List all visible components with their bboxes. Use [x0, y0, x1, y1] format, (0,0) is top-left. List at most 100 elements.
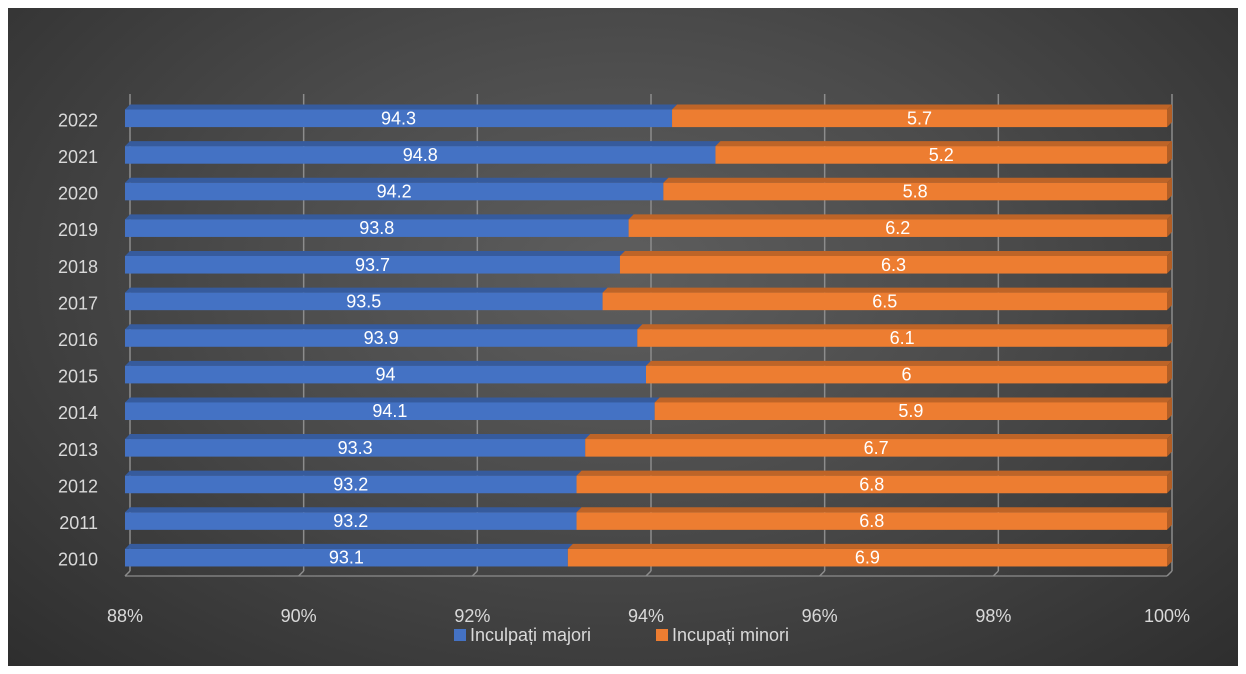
- bar-end-face: [1167, 360, 1172, 384]
- bar-end-face: [1167, 250, 1172, 274]
- bar-end-face: [1167, 434, 1172, 457]
- gridline-floor: [645, 570, 652, 577]
- legend-item: Incupați minori: [656, 625, 789, 645]
- data-labels: 93.1 6.9 93.2 6.8 93.2 6.8 93.3 6.7 94.1 5.9 94 6 93…: [329, 108, 954, 567]
- bar-segment-minori: [654, 402, 1167, 421]
- bar-segment-majori-top: [125, 360, 651, 366]
- legend: Inculpați majori Incupați minori: [454, 625, 789, 645]
- data-label-minori: 6.8: [859, 511, 884, 531]
- bar-segment-minori-top: [567, 543, 1172, 549]
- data-label-majori: 93.1: [329, 548, 364, 568]
- legend-item: Inculpați majori: [454, 625, 591, 645]
- chart-area: 93.1 6.9 93.2 6.8 93.2 6.8 93.3 6.7 94.1 5.9 94 6 93…: [8, 8, 1238, 666]
- bar-end-face: [1167, 177, 1172, 201]
- bar-segment-majori: [125, 512, 577, 530]
- y-tick-label: 2011: [59, 513, 98, 533]
- data-label-majori: 93.5: [346, 291, 381, 311]
- data-label-majori: 94.3: [381, 108, 416, 128]
- bar-segment-minori: [646, 365, 1167, 384]
- bar-segment-majori: [125, 219, 629, 237]
- bar-segment-majori: [125, 109, 673, 128]
- bar-segment-minori: [628, 219, 1167, 237]
- y-tick-label: 2022: [58, 110, 98, 130]
- data-label-minori: 6.5: [872, 291, 897, 311]
- y-tick-label: 2012: [58, 476, 98, 496]
- gridline-floor: [471, 570, 478, 577]
- bar-segment-minori-top: [663, 177, 1172, 183]
- bar-segment-minori: [637, 329, 1167, 347]
- y-tick-label: 2016: [58, 330, 98, 350]
- gridline-floor: [1166, 570, 1173, 577]
- bar-segment-majori: [125, 182, 664, 201]
- bar-segment-majori-top: [125, 434, 591, 440]
- x-tick-label: 92%: [454, 606, 490, 626]
- x-tick-label: 100%: [1144, 606, 1190, 626]
- bar-segment-minori-top: [646, 360, 1172, 366]
- bar-segment-majori-top: [125, 250, 625, 256]
- bar-segment-minori-top: [585, 434, 1172, 440]
- bar-segment-majori: [125, 475, 577, 494]
- bar-segment-minori-top: [576, 470, 1172, 476]
- bar-segment-minori-top: [602, 287, 1172, 293]
- bar-segment-minori-top: [576, 507, 1172, 513]
- bar-segment-minori-top: [672, 104, 1172, 110]
- bar-segment-majori-top: [125, 470, 582, 476]
- bar-segment-majori: [125, 292, 603, 311]
- data-label-minori: 6.7: [864, 438, 889, 458]
- data-label-minori: 6.2: [885, 218, 910, 238]
- data-label-minori: 5.8: [903, 182, 928, 202]
- bar-segment-minori: [715, 146, 1167, 164]
- bar-segment-minori: [602, 292, 1167, 311]
- bars: [125, 104, 1172, 567]
- x-axis: 88% 90% 92% 94% 96% 98% 100%: [107, 606, 1190, 626]
- data-label-minori: 6.1: [890, 328, 915, 348]
- bar-segment-majori-top: [125, 287, 608, 293]
- data-label-minori: 5.7: [907, 108, 932, 128]
- y-axis: 2010 2011 2012 2013 2014 2015 2016 2017 2018 2019…: [58, 110, 98, 569]
- bar-segment-minori-top: [628, 214, 1172, 220]
- y-tick-label: 2014: [58, 403, 98, 423]
- bar-segment-minori: [619, 255, 1167, 274]
- data-label-majori: 93.7: [355, 255, 390, 275]
- bar-segment-majori-top: [125, 177, 669, 183]
- bar-segment-minori: [576, 512, 1167, 530]
- chart-svg: 93.1 6.9 93.2 6.8 93.2 6.8 93.3 6.7 94.1 5.9 94 6 93…: [58, 94, 1190, 645]
- data-label-minori: 6: [901, 365, 911, 385]
- bar-end-face: [1167, 397, 1172, 421]
- legend-label: Incupați minori: [672, 625, 789, 645]
- data-label-majori: 94.2: [377, 182, 412, 202]
- x-tick-label: 90%: [281, 606, 317, 626]
- y-tick-label: 2018: [58, 257, 98, 277]
- bar-segment-majori-top: [125, 324, 643, 330]
- y-tick-label: 2010: [58, 550, 98, 570]
- data-label-majori: 94.8: [403, 145, 438, 165]
- bar-segment-majori: [125, 548, 568, 567]
- bar-end-face: [1167, 507, 1172, 530]
- bar-segment-majori: [125, 329, 638, 347]
- bar-segment-majori-top: [125, 214, 634, 220]
- bar-end-face: [1167, 214, 1172, 237]
- x-tick-label: 98%: [975, 606, 1011, 626]
- bar-segment-majori-top: [125, 543, 573, 549]
- bar-end-face: [1167, 141, 1172, 164]
- bar-end-face: [1167, 324, 1172, 347]
- x-tick-label: 96%: [802, 606, 838, 626]
- gridline-floor: [124, 570, 131, 577]
- bar-segment-majori: [125, 365, 646, 384]
- bar-segment-minori-top: [654, 397, 1172, 403]
- data-label-majori: 93.3: [338, 438, 373, 458]
- bar-end-face: [1167, 470, 1172, 494]
- data-label-minori: 6.8: [859, 474, 884, 494]
- bar-segment-minori: [672, 109, 1167, 128]
- y-tick-label: 2019: [58, 220, 98, 240]
- y-tick-label: 2021: [58, 147, 98, 167]
- bar-segment-majori-top: [125, 507, 582, 513]
- gridline-floor: [298, 570, 305, 577]
- data-label-majori: 93.9: [364, 328, 399, 348]
- y-tick-label: 2020: [58, 184, 98, 204]
- x-tick-label: 94%: [628, 606, 664, 626]
- gridline-floor: [819, 570, 826, 577]
- x-tick-label: 88%: [107, 606, 143, 626]
- bar-segment-majori: [125, 146, 716, 164]
- bar-end-face: [1167, 287, 1172, 311]
